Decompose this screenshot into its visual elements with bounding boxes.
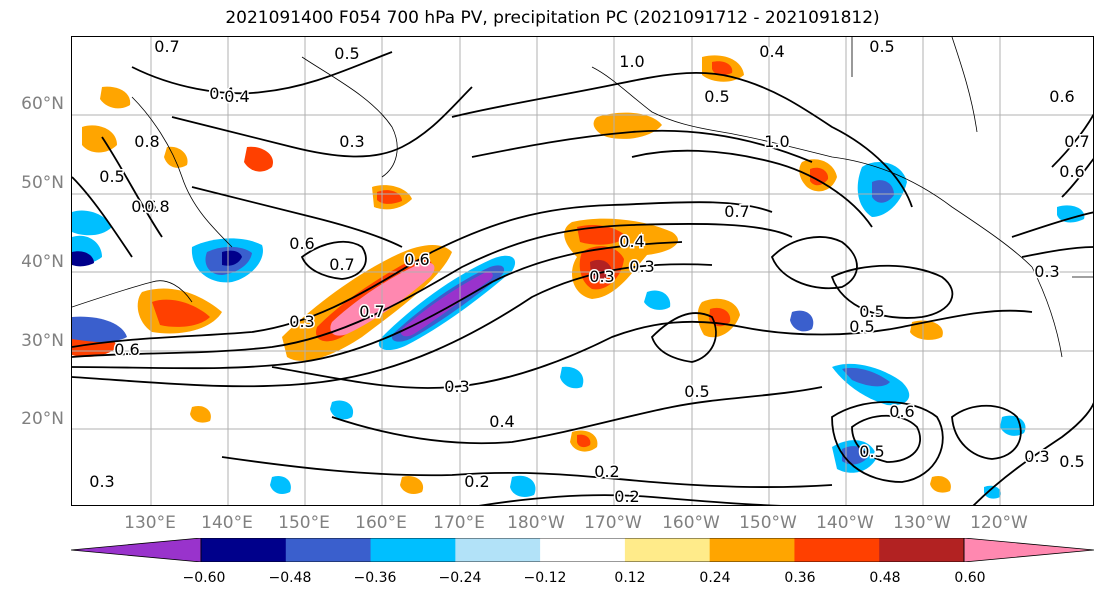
precipitation-shading [72, 55, 1085, 499]
contour-label: 0.5 [869, 37, 894, 56]
contour-label: 0.6 [114, 340, 139, 359]
longitude-label: 140°E [201, 513, 253, 533]
colorbar-bin [624, 538, 711, 562]
contour-label: 0.3 [339, 132, 364, 151]
contour-label: 0.5 [704, 87, 729, 106]
contour-label: 0.5 [99, 167, 124, 186]
map-panel: 0.7 0.5 0.4 0.4 1.0 0.5 0.6 0.7 1.0 0.8 0.5 0.6 0.6 0… [71, 36, 1094, 506]
contour-label: 1.0 [619, 52, 644, 71]
longitude-label: 120°W [970, 513, 1028, 533]
longitude-label: 170°W [584, 513, 642, 533]
contour-label: 0.6 [889, 402, 914, 421]
contour-label: 0.6 [131, 197, 156, 216]
colorbar-tick-label: 0.60 [954, 570, 986, 586]
contour-label: 0.5 [334, 44, 359, 63]
colorbar-tick-label: −0.12 [523, 570, 567, 586]
colorbar-bin [709, 538, 795, 562]
colorbar-outline [200, 538, 965, 562]
colorbar-bin [794, 538, 880, 562]
contour-label: 0.5 [1059, 452, 1084, 471]
contour-label: 0.6 [1059, 162, 1084, 181]
longitude-label: 130°E [124, 513, 176, 533]
contour-label-group: 0.7 0.50.40.41.00.50.60.71.00.80.50.60.60… [88, 37, 1091, 506]
coastlines [72, 37, 1093, 358]
longitude-label: 170°E [433, 513, 485, 533]
colorbar-bin [201, 538, 287, 562]
colorbar-tick-label: −0.24 [438, 570, 482, 586]
contour-label: 0.2 [614, 487, 639, 506]
contour-label: 0.5 [849, 317, 874, 336]
map-canvas: 0.7 0.50.40.41.00.50.60.71.00.80.50.60.60… [72, 37, 1093, 506]
contour-label: 0.3 [1024, 447, 1049, 466]
colorbar-max-extend [963, 538, 1094, 562]
contour-label: 0.2 [464, 472, 489, 491]
contour-label: 0.2 [594, 462, 619, 481]
map-title: 2021091400 F054 700 hPa PV, precipitatio… [225, 8, 880, 28]
contour-label: 1.0 [764, 132, 789, 151]
longitude-label: 130°W [893, 513, 951, 533]
contour-label: 0.4 [209, 84, 234, 103]
colorbar-min-extend [71, 538, 202, 562]
latitude-label: 50°N [21, 173, 64, 193]
contour-label: 0.3 [444, 377, 469, 396]
longitude-label: 180°W [507, 513, 565, 533]
latitude-label: 30°N [21, 331, 64, 351]
colorbar-tick-label: −0.48 [268, 570, 312, 586]
contour-label: 0.5 [684, 382, 709, 401]
longitude-label: 160°E [355, 513, 407, 533]
latitude-label: 40°N [21, 252, 64, 272]
colorbar-tick-label: 0.48 [869, 570, 901, 586]
colorbar-tick-label: −0.60 [182, 570, 226, 586]
contour-label: 0.6 [289, 234, 314, 253]
contour-label: 0.4 [619, 232, 644, 251]
pv-contours [72, 51, 1093, 505]
contour-label: 0.8 [144, 197, 169, 216]
latitude-label: 60°N [21, 94, 64, 114]
contour-label: 0.7 [154, 37, 179, 56]
contour-label: 0.5 [859, 302, 884, 321]
contour-label: 0.4 [224, 87, 249, 106]
colorbar-bin [879, 538, 965, 562]
colorbar-tick-label: −0.36 [353, 570, 397, 586]
colorbar-tick-label: 0.24 [699, 570, 731, 586]
contour-label: 0.7 [359, 302, 384, 321]
contour-label: 0.5 [859, 442, 884, 461]
colorbar-bin [455, 538, 541, 562]
latitude-label: 20°N [21, 409, 64, 429]
contour-label: 0.4 [759, 42, 784, 61]
longitude-label: 160°W [662, 513, 720, 533]
contour-label: 0.3 [1034, 262, 1059, 281]
contour-label: 0.8 [134, 132, 159, 151]
colorbar-tick-label: 0.12 [614, 570, 646, 586]
contour-label: 0.3 [589, 267, 614, 286]
colorbar-tick-label: 0.36 [784, 570, 816, 586]
longitude-label: 150°W [739, 513, 797, 533]
longitude-label: 140°W [816, 513, 874, 533]
contour-label: 0.7 [329, 255, 354, 274]
contour-label: 0.7 [724, 202, 749, 221]
colorbar-bin [370, 538, 456, 562]
colorbar-bin [540, 538, 626, 562]
map-gridlines [72, 37, 1093, 505]
contour-label: 0.6 [404, 250, 429, 269]
contour-label: 0.3 [289, 312, 314, 331]
colorbar-bin [285, 538, 372, 562]
contour-label: 0.6 [1049, 87, 1074, 106]
contour-label: 0.7 [1064, 132, 1089, 151]
contour-label: 0.4 [489, 412, 514, 431]
contour-label: 0.3 [89, 472, 114, 491]
contour-label: 0.3 [629, 257, 654, 276]
longitude-label: 150°E [278, 513, 330, 533]
colorbar [71, 538, 1094, 562]
